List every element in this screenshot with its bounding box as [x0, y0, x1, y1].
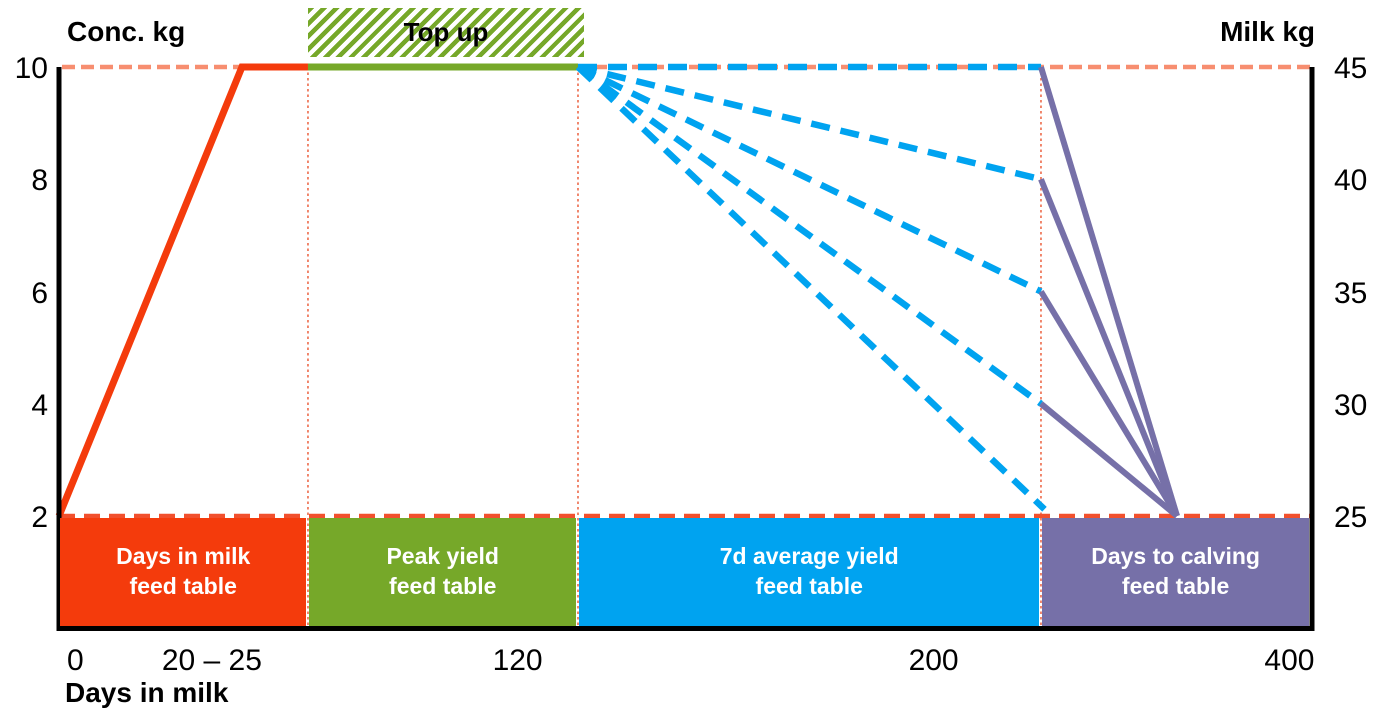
band-label-line: Peak yield [386, 543, 499, 570]
right-axis-title: Milk kg [1220, 16, 1315, 47]
x-axis-tick: 400 [1264, 644, 1315, 677]
right-axis-tick: 40 [1334, 164, 1368, 198]
yield-line-35-line [576, 64, 1043, 295]
band-label-line: Days in milk [116, 543, 251, 570]
dim-ramp-concentrate-line [55, 63, 308, 518]
yield-line-25-line [575, 64, 1047, 512]
yield-line-30-line [576, 64, 1043, 407]
calving-taper-from-40-line [1038, 178, 1180, 518]
left-axis-tick: 6 [31, 276, 48, 310]
calving-taper-from-30-line [1039, 401, 1179, 519]
band-label-line: feed table [755, 573, 863, 599]
band-days-to-calving-feed-table: Days to calving feed table [1041, 518, 1310, 626]
band-label-line: 7d average yield [719, 543, 899, 570]
x-axis-tick: 20 – 25 [161, 644, 262, 677]
top-up-label: Top up [403, 17, 489, 47]
band-label-line: feed table [1121, 573, 1230, 599]
x-axis-tick: 0 [66, 644, 84, 677]
x-axis-tick: 120 [492, 644, 543, 677]
calving-taper-from-45-line [1038, 66, 1180, 517]
left-axis-tick: 2 [31, 501, 48, 534]
yield-line-40-line [577, 63, 1042, 183]
x-axis-title: Days in milk [65, 677, 229, 708]
right-axis-tick: 35 [1334, 276, 1368, 310]
top-up-hatched-box: Top up [307, 8, 584, 57]
right-axis-ticks: 45 40 35 30 25 [1334, 0, 1385, 726]
left-axis-tick: 4 [31, 388, 48, 422]
right-axis-tick: 25 [1334, 501, 1368, 534]
x-axis-tick: 200 [908, 644, 959, 677]
band-peak-yield-feed-table: Peak yield feed table [308, 518, 577, 626]
left-axis-tick: 8 [31, 164, 48, 198]
band-label-line: feed table [129, 573, 237, 599]
band-label-line: feed table [389, 573, 497, 599]
left-axis-tick: 10 [14, 52, 48, 85]
right-axis-tick: 45 [1334, 52, 1368, 85]
band-7d-average-yield-feed-table: 7d average yield feed table [578, 518, 1040, 626]
left-axis-ticks: 10 8 6 4 2 [8, 0, 48, 726]
calving-taper-from-35-line [1038, 289, 1180, 518]
right-axis-tick: 30 [1334, 388, 1368, 422]
left-axis-title: Conc. kg [67, 16, 186, 47]
band-label-line: Days to calving [1091, 543, 1260, 570]
band-days-in-milk-feed-table: Days in milk feed table [60, 518, 307, 626]
